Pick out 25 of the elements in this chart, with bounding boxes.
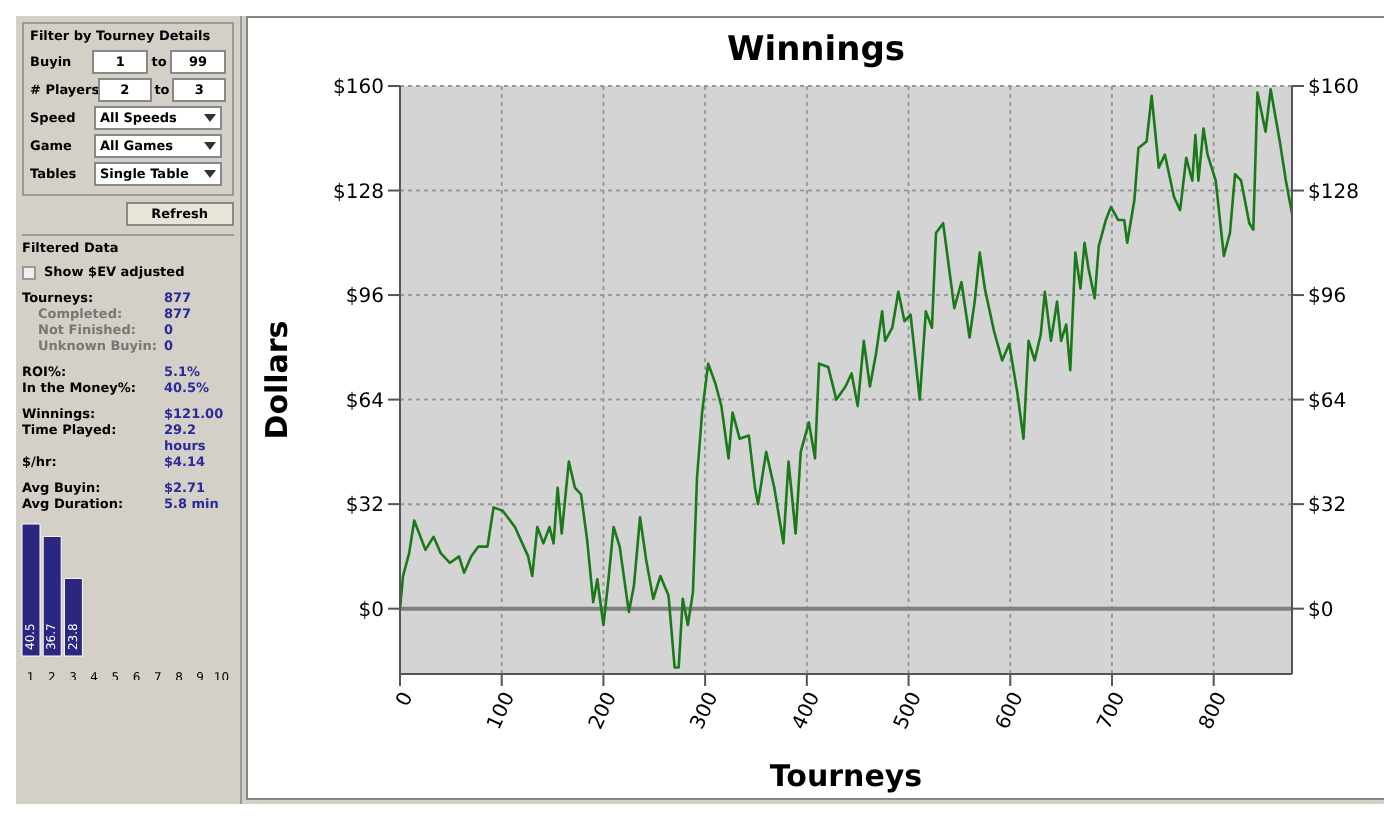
- x-tick-label: 500: [890, 689, 927, 734]
- y-axis-title: Dollars: [258, 320, 295, 440]
- y2-tick-label: $32: [1308, 495, 1347, 518]
- x-tick-label: 800: [1195, 689, 1232, 734]
- x-tick-label: 600: [992, 689, 1029, 734]
- x-tick-label: 300: [687, 689, 724, 734]
- y-tick-label: $32: [345, 495, 384, 518]
- y2-tick-label: $0: [1308, 599, 1334, 622]
- y2-tick-label: $160: [1308, 77, 1359, 100]
- x-axis-title: Tourneys: [769, 758, 923, 794]
- y-tick-label: $96: [345, 286, 384, 309]
- y-tick-label: $0: [358, 599, 384, 622]
- y-tick-label: $64: [345, 390, 384, 413]
- x-tick-label: 0: [392, 689, 419, 711]
- y-tick-label: $128: [333, 181, 384, 204]
- y2-tick-label: $128: [1308, 181, 1359, 204]
- y2-tick-label: $64: [1308, 390, 1347, 413]
- x-tick-label: 200: [585, 689, 622, 734]
- x-tick-label: 400: [789, 689, 826, 734]
- chart-title: Winnings: [724, 28, 907, 74]
- x-tick-label: 100: [483, 689, 521, 734]
- x-tick-label: 700: [1094, 689, 1131, 734]
- y2-tick-label: $96: [1308, 286, 1347, 309]
- line-series: [400, 87, 1292, 669]
- y-tick-label: $160: [333, 77, 384, 100]
